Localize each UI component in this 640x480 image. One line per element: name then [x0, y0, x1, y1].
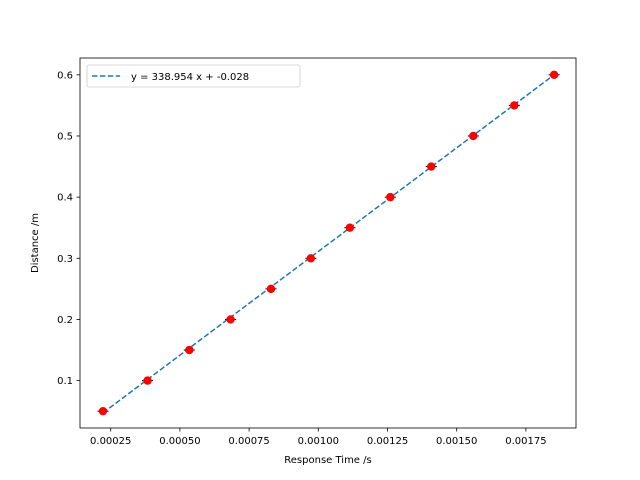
- x-axis-label: Response Time /s: [284, 455, 371, 466]
- plot-layer: [97, 70, 560, 416]
- x-tick-label: 0.00025: [90, 436, 131, 447]
- y-tick-label: 0.6: [57, 70, 73, 81]
- legend-box: [86, 64, 301, 88]
- data-point: [345, 223, 355, 232]
- x-tick-label: 0.00075: [228, 436, 269, 447]
- y-axis-label: Distance /m: [30, 213, 41, 273]
- legend: y = 338.954 x + -0.028: [86, 64, 301, 88]
- legend-entry-fit-line: y = 338.954 x + -0.028: [131, 72, 249, 83]
- x-tick-label: 0.00125: [367, 436, 408, 447]
- ticks-layer: 0.00025 0.00050 0.00075 0.00100 0.00125 0.001…: [57, 70, 546, 447]
- y-tick-label: 0.4: [57, 193, 73, 204]
- data-point: [98, 406, 108, 416]
- fit-line: [102, 74, 555, 414]
- data-point: [306, 254, 316, 263]
- data-point: [266, 284, 276, 294]
- data-point: [226, 315, 235, 324]
- y-tick-label: 0.3: [57, 254, 73, 265]
- x-tick-label: 0.00150: [436, 436, 477, 447]
- y-tick-label: 0.2: [57, 315, 73, 326]
- y-tick-label: 0.5: [57, 131, 73, 142]
- data-point: [427, 162, 436, 171]
- data-point: [510, 101, 519, 110]
- data-point: [386, 192, 395, 202]
- data-point: [185, 345, 194, 355]
- x-tick-label: 0.00175: [505, 436, 546, 447]
- x-tick-label: 0.00100: [298, 436, 339, 447]
- x-tick-label: 0.00050: [159, 436, 200, 447]
- axes-frame: [79, 57, 577, 429]
- data-point: [469, 131, 478, 141]
- y-tick-label: 0.1: [57, 376, 73, 387]
- data-point: [143, 376, 152, 385]
- data-point: [549, 70, 559, 80]
